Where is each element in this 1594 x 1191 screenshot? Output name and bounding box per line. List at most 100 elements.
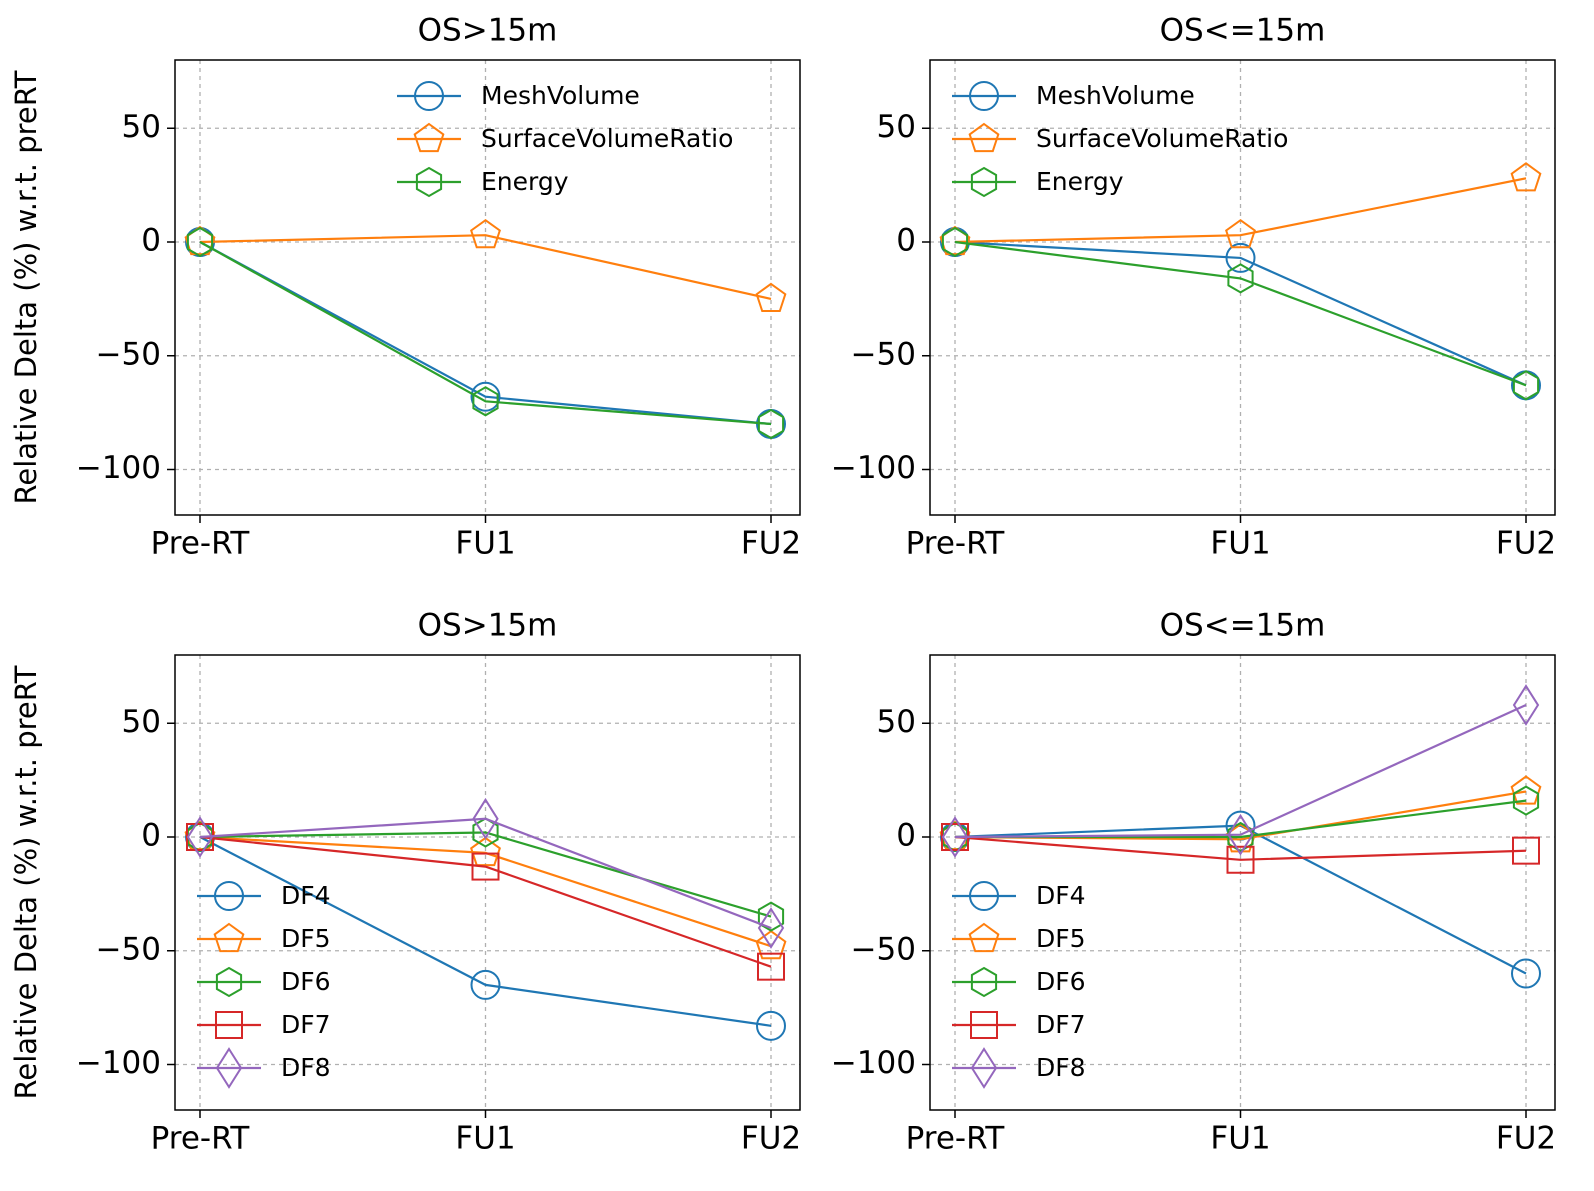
y-tick-label: −50 (96, 336, 161, 372)
marker (941, 816, 969, 858)
y-axis-label: Relative Delta (%) w.r.t. preRT (9, 70, 43, 504)
series-line (199, 831, 772, 918)
y-tick-label: 0 (141, 223, 161, 259)
legend-label: Energy (481, 167, 569, 196)
legend-label: DF7 (1036, 1010, 1086, 1039)
plot-frame (929, 654, 1556, 1111)
y-tick-label: −100 (76, 450, 161, 486)
marker (756, 1010, 786, 1041)
marker (1512, 684, 1540, 726)
marker (1227, 263, 1254, 294)
marker (1510, 162, 1542, 192)
legend-label: DF5 (1036, 924, 1086, 953)
x-tick-label: Pre-RT (906, 1121, 1006, 1157)
marker (970, 966, 998, 998)
marker (414, 81, 444, 111)
series-line (954, 240, 1527, 387)
legend-label: SurfaceVolumeRatio (1036, 124, 1288, 153)
marker (757, 408, 785, 440)
marker (470, 836, 501, 867)
marker (215, 1047, 243, 1089)
chart-title: OS<=15m (1160, 608, 1326, 644)
legend-label: DF8 (1036, 1053, 1086, 1082)
series-line (954, 835, 1527, 861)
y-tick-label: 0 (141, 818, 161, 854)
x-tick-label: FU1 (1210, 526, 1270, 562)
marker (941, 226, 969, 258)
chart-title: OS>15m (418, 13, 558, 49)
series-line (199, 241, 772, 426)
marker (1510, 775, 1542, 805)
y-tick-label: 50 (877, 704, 916, 740)
y-tick-label: −100 (76, 1045, 161, 1081)
plot-frame (929, 59, 1556, 516)
marker (755, 929, 787, 960)
x-tick-label: FU2 (1496, 1121, 1556, 1157)
marker (470, 381, 501, 412)
y-tick-label: 50 (122, 704, 161, 740)
marker (968, 922, 1000, 953)
legend-label: MeshVolume (1036, 81, 1195, 110)
x-tick-label: Pre-RT (151, 526, 251, 562)
marker (413, 122, 445, 153)
marker (757, 952, 785, 981)
series-line (199, 241, 772, 426)
marker (1512, 836, 1540, 865)
marker (215, 966, 243, 998)
marker (970, 166, 998, 198)
marker (968, 122, 1000, 153)
x-tick-label: FU1 (455, 526, 515, 562)
y-tick-label: −50 (851, 931, 916, 967)
y-tick-label: −100 (831, 1045, 916, 1081)
series-line (199, 836, 772, 1027)
marker (186, 226, 214, 258)
legend-label: DF6 (281, 967, 331, 996)
marker (415, 166, 443, 198)
x-tick-label: Pre-RT (906, 526, 1006, 562)
marker (214, 881, 244, 911)
marker (213, 922, 245, 953)
y-tick-label: −100 (831, 450, 916, 486)
y-tick-label: 50 (877, 109, 916, 145)
marker (1511, 958, 1541, 989)
marker (471, 852, 500, 881)
marker (472, 797, 499, 840)
x-tick-label: FU1 (455, 1121, 515, 1157)
x-tick-label: FU2 (1496, 526, 1556, 562)
marker (470, 218, 501, 249)
legend-label: SurfaceVolumeRatio (481, 124, 733, 153)
marker (215, 1011, 243, 1039)
series-line (954, 240, 1527, 387)
marker (1225, 218, 1256, 249)
x-tick-label: Pre-RT (151, 1121, 251, 1157)
series-line (199, 817, 772, 930)
chart-title: OS>15m (418, 608, 558, 644)
marker (755, 282, 787, 312)
marker (1225, 242, 1256, 273)
legend-label: DF6 (1036, 967, 1086, 996)
marker (969, 881, 999, 911)
y-tick-label: −50 (96, 931, 161, 967)
plot-frame (174, 59, 801, 516)
series-line (199, 234, 772, 300)
x-tick-label: FU1 (1210, 1121, 1270, 1157)
legend-label: Energy (1036, 167, 1124, 196)
legend-label: DF7 (281, 1010, 331, 1039)
legend-label: DF4 (281, 881, 331, 910)
marker (470, 969, 501, 1000)
legend-label: DF5 (281, 924, 331, 953)
marker (970, 1011, 998, 1039)
y-tick-label: 0 (896, 818, 916, 854)
legend-label: MeshVolume (481, 81, 640, 110)
marker (1512, 370, 1540, 401)
marker (472, 386, 499, 417)
y-tick-label: 0 (896, 223, 916, 259)
x-tick-label: FU2 (741, 1121, 801, 1157)
series-line (954, 177, 1527, 244)
marker (472, 817, 499, 848)
plot-frame (174, 654, 801, 1111)
marker (186, 816, 214, 858)
marker (757, 901, 785, 932)
series-line (954, 703, 1527, 839)
